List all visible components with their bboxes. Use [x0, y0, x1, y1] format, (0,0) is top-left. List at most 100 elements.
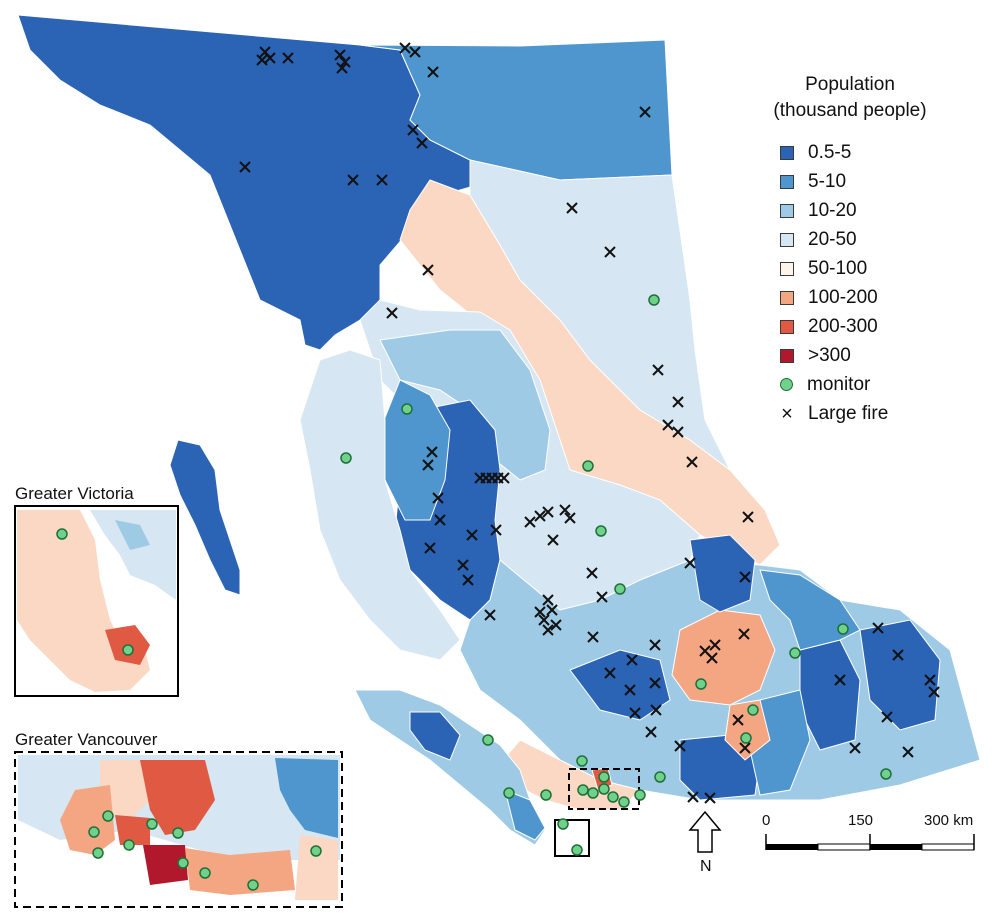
scale-bar — [765, 834, 975, 851]
fire-layer — [239, 42, 940, 804]
fire-marker — [336, 62, 348, 74]
monitor-point — [618, 796, 630, 808]
monitor-point — [598, 771, 610, 783]
legend-title: Population (thousand people) — [773, 74, 927, 121]
monitor-point — [747, 704, 759, 716]
legend-swatch — [780, 290, 794, 305]
fire-marker — [484, 609, 496, 621]
victoria-inset — [14, 505, 179, 697]
fire-marker — [422, 459, 434, 471]
scale-label-150: 150 — [848, 812, 874, 829]
region-island-dark — [409, 711, 461, 761]
monitor-point — [122, 644, 134, 656]
fire-marker — [587, 631, 599, 643]
legend-label: >300 — [808, 344, 851, 366]
fire-marker — [742, 511, 754, 523]
fire-marker — [376, 174, 388, 186]
fire-marker — [739, 571, 751, 583]
fire-marker — [490, 524, 502, 536]
fire-marker — [684, 557, 696, 569]
fire-marker — [426, 446, 438, 458]
monitor-point — [789, 647, 801, 659]
legend-item: 10-20 — [780, 196, 990, 225]
monitor-point — [880, 768, 892, 780]
fire-marker — [928, 686, 940, 698]
monitor-point — [740, 732, 752, 744]
fire-marker — [498, 472, 510, 484]
fire-marker — [534, 510, 546, 522]
legend-swatch — [780, 174, 794, 189]
monitor-point — [571, 844, 583, 856]
monitor-point — [598, 783, 610, 795]
fire-marker — [427, 66, 439, 78]
region-haida-gwaii — [169, 439, 241, 596]
monitor-point — [607, 791, 619, 803]
legend-item: 100-200 — [780, 283, 990, 312]
vancouver-locator-box — [568, 768, 640, 810]
fire-marker — [339, 56, 351, 68]
fire-marker — [534, 606, 546, 618]
legend-item: 50-100 — [780, 254, 990, 283]
fire-marker — [524, 516, 536, 528]
monitor-point — [577, 784, 589, 796]
monitor-point — [587, 787, 599, 799]
scale-label-300: 300 km — [924, 812, 974, 829]
legend-item: 0.5-5 — [780, 138, 990, 167]
legend-swatch — [780, 203, 794, 218]
monitor-point — [614, 583, 626, 595]
fire-marker — [434, 514, 446, 526]
vancouver-inset-label: Greater Vancouver — [15, 730, 158, 749]
fire-marker — [546, 604, 558, 616]
legend-label: Large fire — [808, 402, 889, 424]
fire-marker — [662, 419, 674, 431]
fire-marker — [542, 506, 554, 518]
monitor-point — [401, 403, 413, 415]
region-west-coast — [299, 349, 461, 661]
fire-marker — [239, 161, 251, 173]
fire-marker — [282, 52, 294, 64]
scale-label-0: 0 — [762, 812, 771, 829]
fire-marker — [550, 619, 562, 631]
fire-marker — [652, 364, 664, 376]
legend-label: 100-200 — [808, 286, 878, 308]
monitor-point — [557, 818, 569, 830]
fire-marker — [704, 792, 716, 804]
region-orange-south — [724, 699, 771, 761]
north-label: N — [700, 858, 712, 875]
region-vancouver-island — [354, 689, 546, 846]
fire-marker — [686, 456, 698, 468]
fire-marker — [849, 742, 861, 754]
fire-marker — [407, 124, 419, 136]
vancouver-inset — [14, 751, 343, 908]
fire-marker — [457, 559, 469, 571]
monitor-point — [582, 460, 594, 472]
legend-label: 10-20 — [808, 199, 857, 221]
fire-marker — [256, 54, 268, 66]
legend-swatch — [780, 232, 794, 247]
legend-item: >300 — [780, 341, 990, 370]
fire-marker — [347, 174, 359, 186]
region-island-south — [504, 789, 546, 841]
fire-marker — [649, 677, 661, 689]
fire-marker — [672, 426, 684, 438]
legend-label: 50-100 — [808, 257, 868, 279]
victoria-locator-box — [554, 819, 590, 857]
monitor-point — [595, 525, 607, 537]
fire-marker — [626, 654, 638, 666]
legend-item-monitor: monitor — [780, 370, 990, 399]
fire-marker — [924, 674, 936, 686]
fire-marker — [902, 746, 914, 758]
fire-marker — [709, 639, 721, 651]
fire-marker — [629, 707, 641, 719]
fire-marker — [738, 628, 750, 640]
region-medium-east — [759, 569, 861, 651]
fire-marker — [424, 542, 436, 554]
region-northeast-light — [469, 159, 731, 471]
fire-marker — [892, 649, 904, 661]
legend-label: 0.5-5 — [808, 141, 852, 163]
legend-item: 20-50 — [780, 225, 990, 254]
fire-marker — [466, 529, 478, 541]
fire-marker — [542, 624, 554, 636]
